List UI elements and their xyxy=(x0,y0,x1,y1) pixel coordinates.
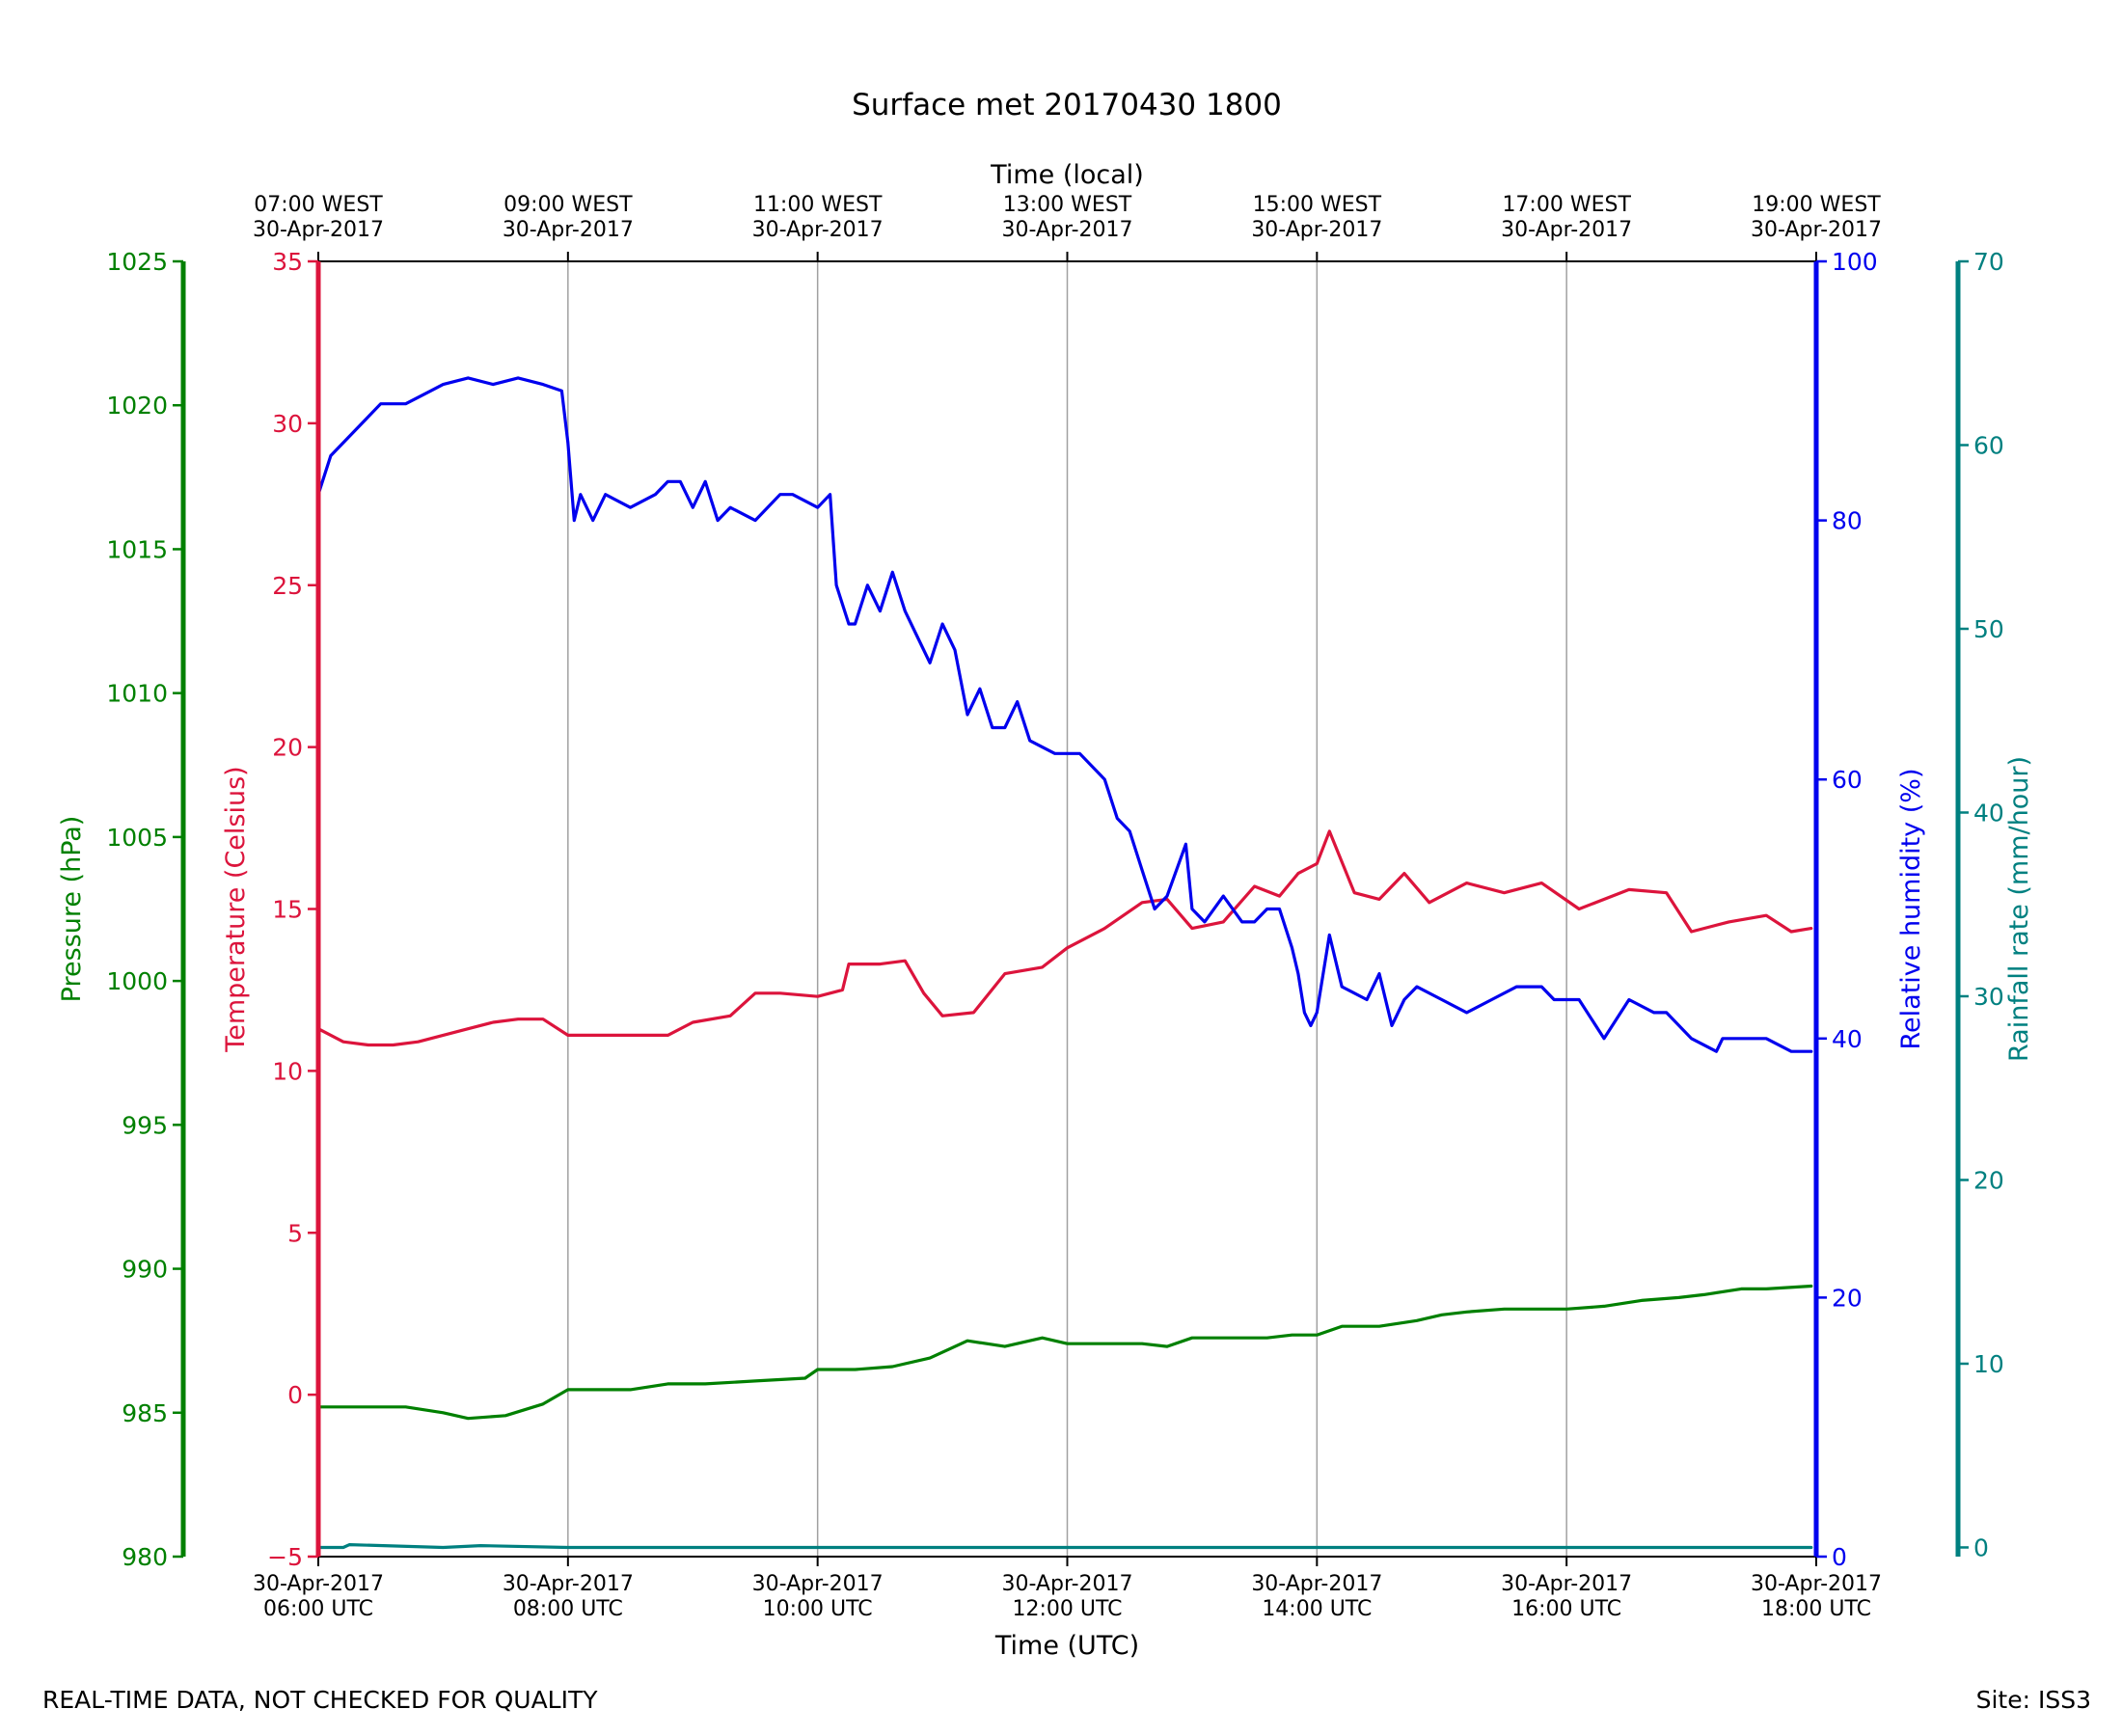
pressure-tick-label: 1000 xyxy=(106,967,168,995)
x2-tick-label: 11:00 WEST xyxy=(753,193,883,217)
x2-tick-label: 17:00 WEST xyxy=(1502,193,1631,217)
humidity-axis-label: Relative humidity (%) xyxy=(1896,768,1926,1049)
chart-title: Surface met 20170430 1800 xyxy=(852,88,1282,122)
x-tick-label: 30-Apr-2017 xyxy=(1251,1572,1382,1596)
x-tick-label: 18:00 UTC xyxy=(1761,1597,1871,1621)
x2-tick-label: 30-Apr-2017 xyxy=(752,218,884,242)
x-tick-label: 16:00 UTC xyxy=(1511,1597,1621,1621)
x2-tick-label: 30-Apr-2017 xyxy=(1751,218,1882,242)
humidity-tick-label: 100 xyxy=(1832,248,1878,276)
humidity-line xyxy=(316,376,1813,1053)
x2-tick-label: 19:00 WEST xyxy=(1752,193,1881,217)
pressure-series xyxy=(316,1284,1813,1421)
x-tick-label: 30-Apr-2017 xyxy=(1751,1572,1882,1596)
pressure-tick-label: 995 xyxy=(122,1111,168,1139)
pressure-tick-label: 1010 xyxy=(106,680,168,708)
temperature-tick-label: 30 xyxy=(272,410,303,438)
pressure-tick-label: 1005 xyxy=(106,824,168,852)
x-tick-label: 30-Apr-2017 xyxy=(752,1572,884,1596)
temperature-tick-label: 25 xyxy=(272,572,303,600)
temperature-line xyxy=(316,829,1813,1047)
rainfall-tick-label: 60 xyxy=(1973,431,2004,459)
temperature-tick-label: 20 xyxy=(272,734,303,762)
x-tick-label: 30-Apr-2017 xyxy=(253,1572,384,1596)
rainfall-tick-label: 50 xyxy=(1973,615,2004,643)
humidity-tick-label: 20 xyxy=(1832,1284,1863,1312)
rainfall-tick-label: 30 xyxy=(1973,983,2004,1011)
temperature-tick-label: 5 xyxy=(287,1219,303,1247)
temperature-tick-label: 35 xyxy=(272,248,303,276)
x-tick-label: 14:00 UTC xyxy=(1262,1597,1372,1621)
rainfall-tick-label: 10 xyxy=(1973,1350,2004,1378)
x2-tick-label: 30-Apr-2017 xyxy=(503,218,634,242)
temperature-tick-label: −5 xyxy=(267,1543,303,1571)
rainfall-line xyxy=(316,1542,1813,1550)
pressure-tick-label: 1020 xyxy=(106,392,168,420)
site-label: Site: ISS3 xyxy=(1975,1686,2091,1714)
x2-tick-label: 09:00 WEST xyxy=(503,193,633,217)
x2-axis-label: Time (local) xyxy=(990,160,1144,190)
humidity-series xyxy=(316,376,1813,1053)
x2-tick-label: 07:00 WEST xyxy=(254,193,383,217)
temperature-tick-label: 10 xyxy=(272,1057,303,1085)
temperature-tick-label: 0 xyxy=(287,1381,303,1409)
x2-tick-label: 15:00 WEST xyxy=(1253,193,1382,217)
x-tick-label: 30-Apr-2017 xyxy=(1001,1572,1132,1596)
x2-tick-label: 30-Apr-2017 xyxy=(1501,218,1632,242)
x-tick-label: 30-Apr-2017 xyxy=(503,1572,634,1596)
rainfall-axis-label: Rainfall rate (mm/hour) xyxy=(2004,756,2034,1062)
quality-disclaimer: REAL-TIME DATA, NOT CHECKED FOR QUALITY xyxy=(42,1686,598,1714)
pressure-tick-label: 985 xyxy=(122,1399,168,1427)
x2-tick-label: 13:00 WEST xyxy=(1003,193,1132,217)
x-tick-label: 30-Apr-2017 xyxy=(1501,1572,1632,1596)
x-tick-label: 12:00 UTC xyxy=(1012,1597,1122,1621)
temperature-axis-label: Temperature (Celsius) xyxy=(221,766,251,1052)
x-tick-label: 10:00 UTC xyxy=(763,1597,873,1621)
humidity-tick-label: 80 xyxy=(1832,507,1863,535)
x2-tick-label: 30-Apr-2017 xyxy=(1001,218,1132,242)
humidity-tick-label: 40 xyxy=(1832,1025,1863,1053)
humidity-tick-label: 60 xyxy=(1832,766,1863,794)
pressure-tick-label: 1025 xyxy=(106,248,168,276)
pressure-line xyxy=(316,1284,1813,1421)
pressure-tick-label: 980 xyxy=(122,1543,168,1571)
x-tick-label: 06:00 UTC xyxy=(263,1597,373,1621)
temperature-series xyxy=(316,829,1813,1047)
x2-tick-label: 30-Apr-2017 xyxy=(1251,218,1382,242)
pressure-tick-label: 1015 xyxy=(106,535,168,563)
rainfall-tick-label: 20 xyxy=(1973,1166,2004,1194)
temperature-tick-label: 15 xyxy=(272,896,303,924)
pressure-axis-label: Pressure (hPa) xyxy=(57,816,87,1003)
rainfall-tick-label: 40 xyxy=(1973,799,2004,827)
rainfall-series xyxy=(316,1542,1813,1550)
x-tick-label: 08:00 UTC xyxy=(513,1597,623,1621)
x-axis-label: Time (UTC) xyxy=(994,1631,1139,1661)
rainfall-tick-label: 70 xyxy=(1973,248,2004,276)
humidity-tick-label: 0 xyxy=(1832,1543,1847,1571)
rainfall-tick-label: 0 xyxy=(1973,1533,1989,1561)
grid-lines xyxy=(567,261,1567,1557)
pressure-tick-label: 990 xyxy=(122,1256,168,1284)
x2-tick-label: 30-Apr-2017 xyxy=(253,218,384,242)
